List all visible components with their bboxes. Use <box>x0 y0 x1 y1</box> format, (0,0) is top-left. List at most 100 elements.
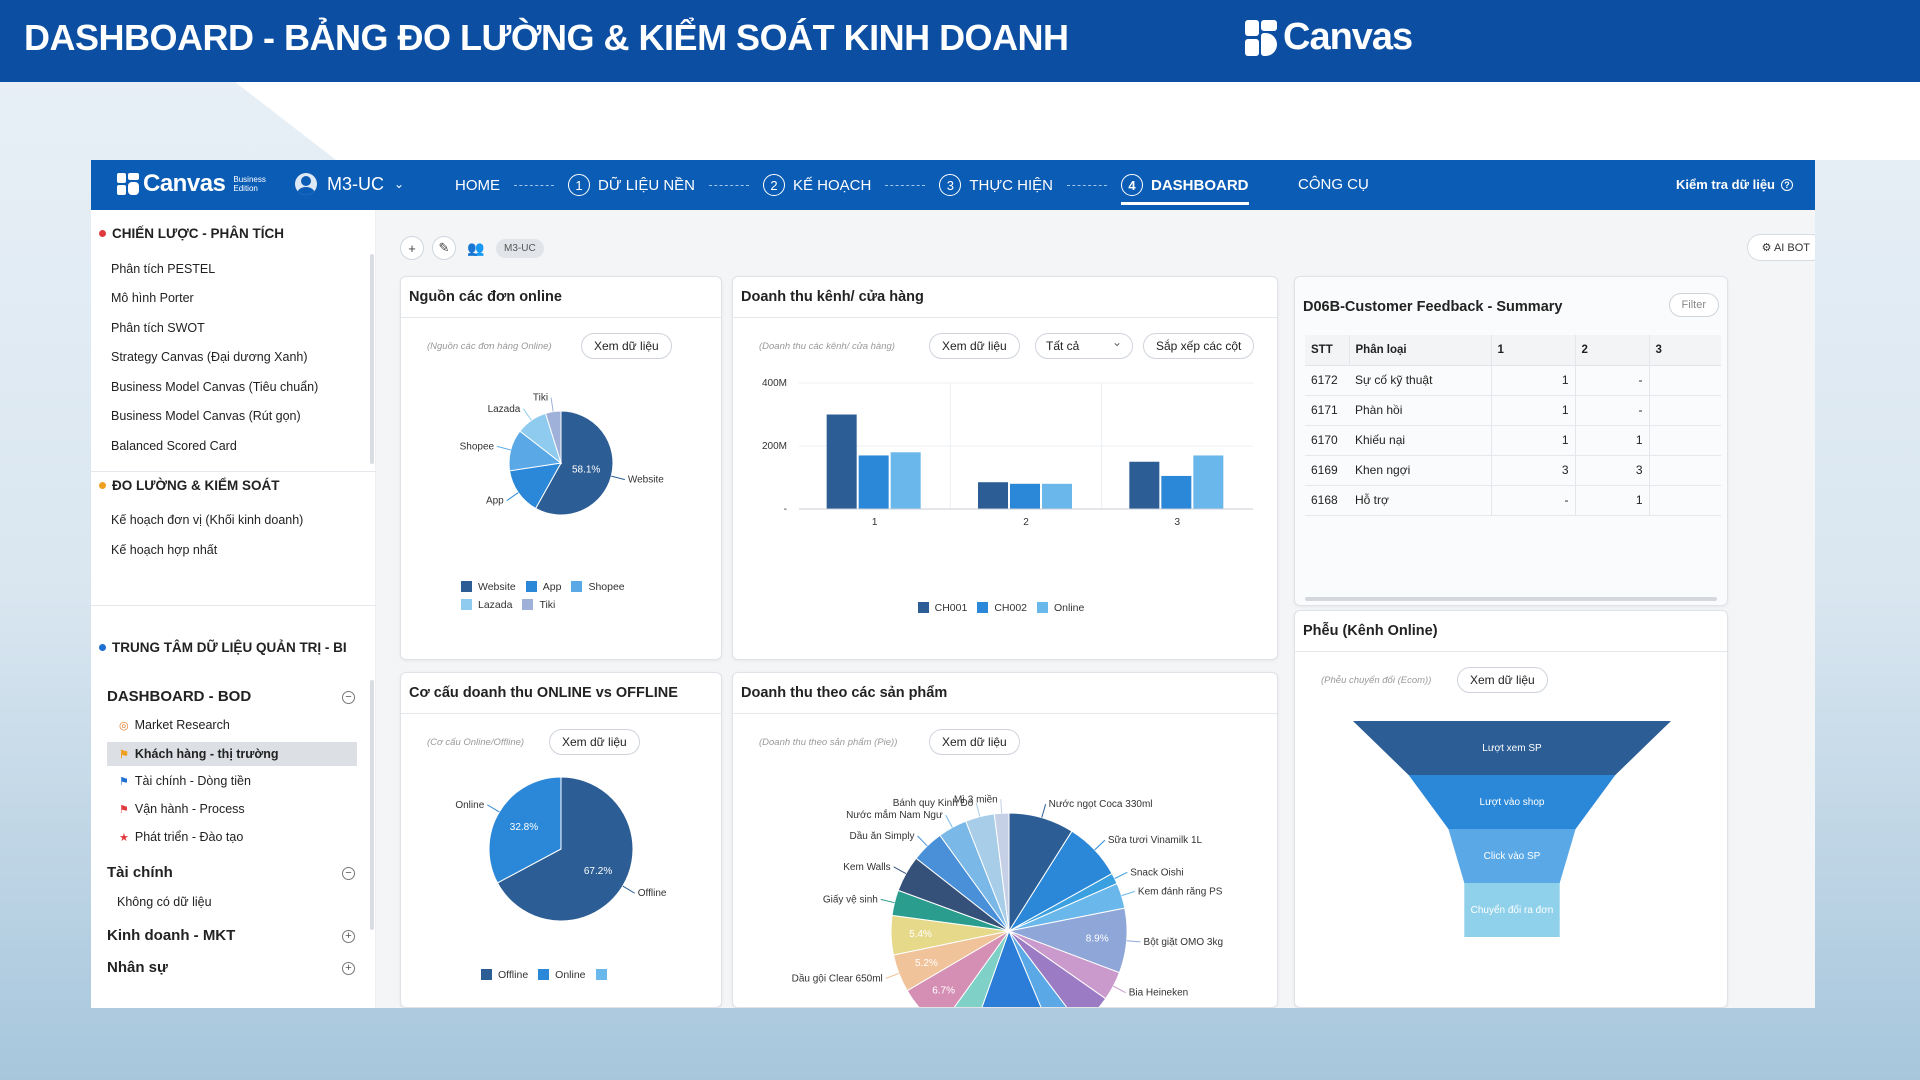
table-cell: 6170 <box>1305 425 1349 456</box>
table-row[interactable]: 6169 Khen ngợi 3 3 <box>1305 455 1721 486</box>
section-bi[interactable]: TRUNG TÂM DỮ LIỆU QUẢN TRỊ - BI <box>99 640 347 655</box>
sidebar-item-pestel[interactable]: Phân tích PESTEL <box>111 262 216 276</box>
bar[interactable] <box>1010 483 1040 509</box>
legend-item[interactable] <box>595 969 613 980</box>
pie-slice[interactable] <box>1008 930 1080 1008</box>
users-icon[interactable]: 👥 <box>467 239 485 256</box>
bod-item-market-research[interactable]: ◎ Market Research <box>119 718 230 732</box>
pie-slice[interactable] <box>1008 930 1107 1008</box>
pie-slice[interactable] <box>488 776 562 884</box>
table-cell: - <box>1574 395 1649 426</box>
group-finance[interactable]: Tài chính <box>107 864 173 881</box>
expand-icon[interactable]: + <box>342 930 355 943</box>
pie-slice[interactable] <box>544 410 562 464</box>
sidebar-scrollbar[interactable] <box>370 680 374 930</box>
sidebar-item-strategy-canvas[interactable]: Strategy Canvas (Đại dương Xanh) <box>111 350 308 364</box>
online-offline-pie-chart: 67.2% Offline 32.8% Online <box>455 776 667 922</box>
funnel-stage[interactable] <box>1448 829 1576 883</box>
legend-item[interactable]: CH001 <box>917 602 967 614</box>
bar[interactable] <box>1042 483 1072 509</box>
sidebar-item-porter[interactable]: Mô hình Porter <box>111 291 194 305</box>
bod-item-operations[interactable]: ⚑ Vận hành - Process <box>119 802 245 816</box>
slice-label: Sữa tươi Vinamilk 1L <box>1108 835 1203 846</box>
section-strategy[interactable]: CHIẾN LƯỢC - PHÂN TÍCH <box>99 226 284 241</box>
sidebar-item-swot[interactable]: Phân tích SWOT <box>111 321 205 335</box>
sidebar-item-bsc[interactable]: Balanced Scored Card <box>111 439 237 453</box>
view-data-button[interactable]: Xem dữ liệu <box>549 729 640 755</box>
bar[interactable] <box>978 482 1008 509</box>
legend-item[interactable]: Shopee <box>571 581 625 593</box>
collapse-icon[interactable]: − <box>342 867 355 880</box>
column-header: 2 <box>1574 335 1649 366</box>
table-row[interactable]: 6168 Hỗ trợ -1 <box>1305 485 1721 516</box>
bar[interactable] <box>826 414 857 510</box>
pie-slice[interactable] <box>970 929 1055 1008</box>
legend-item[interactable]: App <box>525 581 561 593</box>
check-data-link[interactable]: Kiểm tra dữ liệu? <box>1676 177 1793 192</box>
sidebar-item-unit-plan[interactable]: Kế hoạch đơn vị (Khối kinh doanh) <box>111 513 304 527</box>
bullet-icon <box>99 644 106 651</box>
funnel-stage[interactable] <box>1408 775 1616 829</box>
view-data-button[interactable]: Xem dữ liệu <box>581 333 672 359</box>
legend-item[interactable]: Offline <box>481 969 528 981</box>
app-logo[interactable]: Canvas Business Edition <box>117 170 266 198</box>
nav-home[interactable]: HOME <box>455 176 500 194</box>
ai-bot-button[interactable]: ⚙ AI BOT <box>1746 234 1815 261</box>
section-measure[interactable]: ĐO LƯỜNG & KIỂM SOÁT <box>99 478 279 493</box>
legend-item[interactable]: Lazada <box>461 599 512 611</box>
channel-select[interactable]: Tất cả <box>1035 333 1133 359</box>
sidebar-item-bmc-standard[interactable]: Business Model Canvas (Tiêu chuẩn) <box>111 380 319 394</box>
table-cell: Khen ngợi <box>1349 455 1491 486</box>
data-label: 32.8% <box>510 822 538 833</box>
group-dashboard-bod[interactable]: DASHBOARD - BOD <box>107 688 252 705</box>
sort-columns-button[interactable]: Sắp xếp các cột <box>1143 333 1255 359</box>
view-data-button[interactable]: Xem dữ liệu <box>1457 667 1548 693</box>
funnel-stage[interactable] <box>1353 721 1671 775</box>
legend-item[interactable]: Online <box>1037 602 1084 614</box>
bullet-icon <box>99 482 106 489</box>
view-data-button[interactable]: Xem dữ liệu <box>929 729 1020 755</box>
table-row[interactable]: 6170 Khiếu nại 1 1 <box>1305 425 1721 456</box>
add-icon[interactable]: + <box>400 236 424 260</box>
legend-label: Lazada <box>478 598 513 611</box>
bod-item-development[interactable]: ★ Phát triển - Đào tạo <box>119 830 244 844</box>
bod-item-finance[interactable]: ⚑ Tài chính - Dòng tiền <box>119 774 251 788</box>
nav-step-1[interactable]: 1 DỮ LIỆU NỀN <box>568 160 695 210</box>
nav-step-3[interactable]: 3 THỰC HIỆN <box>939 160 1053 210</box>
nav-tools[interactable]: CÔNG CỤ <box>1298 176 1369 193</box>
sidebar-scrollbar[interactable] <box>370 254 374 464</box>
bar[interactable] <box>1161 475 1192 509</box>
label-leader <box>522 408 532 421</box>
edit-icon[interactable]: ✎ <box>432 236 456 260</box>
bod-item-customers[interactable]: ⚑ Khách hàng - thị trường <box>107 742 357 766</box>
label-leader <box>1126 940 1141 943</box>
pie-slice[interactable] <box>534 410 614 516</box>
funnel-stage[interactable] <box>1464 883 1560 937</box>
table-row[interactable]: 6171 Phàn hồi 1- <box>1305 395 1721 426</box>
bar[interactable] <box>890 452 921 509</box>
group-hr[interactable]: Nhân sự <box>107 959 168 976</box>
legend-label: Tiki <box>539 598 556 611</box>
user-menu[interactable]: M3-UC ⌄ <box>295 173 404 195</box>
table-cell: 3 <box>1574 455 1649 486</box>
legend-item[interactable]: CH002 <box>977 602 1027 614</box>
filter-button[interactable]: Filter <box>1668 293 1719 317</box>
nav-step-4-dashboard[interactable]: 4 DASHBOARD <box>1121 160 1249 210</box>
nav-step-2[interactable]: 2 KẾ HOẠCH <box>763 160 871 210</box>
bar[interactable] <box>1129 461 1160 509</box>
bar[interactable] <box>1193 455 1224 509</box>
sidebar-item-bmc-short[interactable]: Business Model Canvas (Rút gọn) <box>111 409 301 423</box>
pie-slice[interactable] <box>496 776 634 922</box>
card-online-orders: Nguồn các đơn online (Nguồn các đơn hàng… <box>400 276 722 660</box>
collapse-icon[interactable]: − <box>342 691 355 704</box>
table-row[interactable]: 6172 Sự cố kỹ thuật 1- <box>1305 365 1721 396</box>
legend-item[interactable]: Website <box>461 581 516 593</box>
expand-icon[interactable]: + <box>342 962 355 975</box>
legend-item[interactable]: Tiki <box>522 599 555 611</box>
bar[interactable] <box>858 455 889 509</box>
group-sales-mkt[interactable]: Kinh doanh - MKT <box>107 927 236 944</box>
horizontal-scrollbar[interactable] <box>1305 597 1717 601</box>
legend-item[interactable]: Online <box>538 969 586 981</box>
sidebar-item-consolidated-plan[interactable]: Kế hoạch hợp nhất <box>111 543 218 557</box>
view-data-button[interactable]: Xem dữ liệu <box>929 333 1020 359</box>
